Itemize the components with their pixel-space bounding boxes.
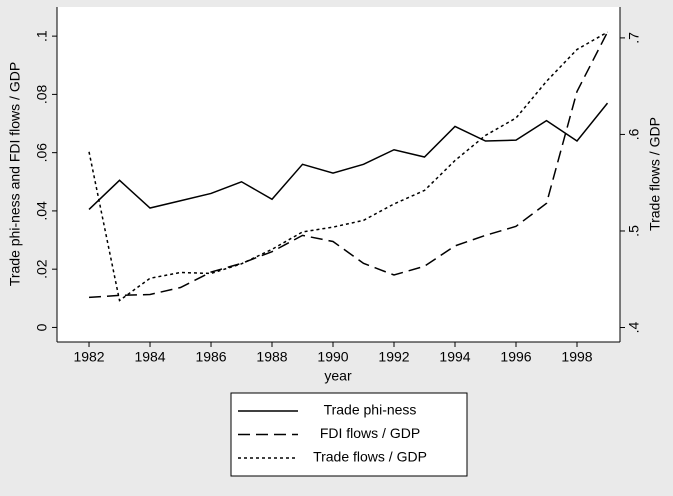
- y2-tick-label: .7: [626, 32, 642, 44]
- x-tick-label: 1996: [500, 349, 531, 365]
- y-tick-label: .1: [34, 30, 50, 42]
- y-tick-label: .04: [34, 201, 50, 221]
- y-tick-label: .02: [34, 259, 50, 279]
- plot-area: [57, 7, 620, 342]
- x-tick-label: 1990: [317, 349, 348, 365]
- y2-axis-title: Trade flows / GDP: [647, 117, 663, 231]
- y-tick-label: .08: [34, 84, 50, 104]
- x-tick-label: 1982: [73, 349, 104, 365]
- x-tick-label: 1998: [561, 349, 592, 365]
- series-line: [88, 31, 609, 299]
- series-line: [88, 102, 609, 210]
- y-tick-label: .06: [34, 143, 50, 163]
- legend-label: Trade phi-ness: [324, 402, 417, 418]
- y2-tick-label: .4: [626, 321, 642, 333]
- legend-label: FDI flows / GDP: [320, 425, 420, 441]
- y2-tick-label: .5: [626, 225, 642, 237]
- x-tick-label: 1994: [439, 349, 470, 365]
- x-tick-label: 1992: [378, 349, 409, 365]
- y-axis-title: Trade phi-ness and FDI flows / GDP: [7, 62, 23, 286]
- series-line: [88, 31, 608, 302]
- x-axis-title: year: [324, 368, 352, 384]
- y-tick-label: 0: [34, 323, 50, 331]
- legend: [230, 392, 468, 477]
- x-tick-label: 1984: [134, 349, 165, 365]
- legend-label: Trade flows / GDP: [313, 449, 427, 465]
- y2-tick-label: .6: [626, 128, 642, 140]
- x-tick-label: 1986: [195, 349, 226, 365]
- x-tick-label: 1988: [256, 349, 287, 365]
